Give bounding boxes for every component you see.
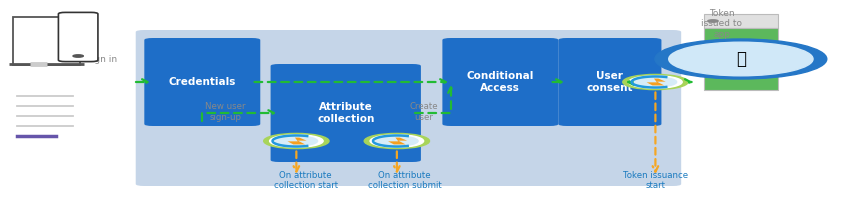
Text: On attribute
collection submit: On attribute collection submit	[368, 171, 442, 190]
Circle shape	[634, 77, 677, 87]
Circle shape	[275, 136, 318, 146]
Text: Attribute
collection: Attribute collection	[317, 102, 375, 124]
Text: Conditional
Access: Conditional Access	[466, 71, 534, 93]
Circle shape	[668, 42, 813, 76]
Circle shape	[655, 39, 826, 79]
Text: 🔑: 🔑	[736, 50, 746, 68]
FancyBboxPatch shape	[13, 17, 80, 65]
Circle shape	[629, 76, 682, 88]
Circle shape	[623, 74, 688, 90]
Circle shape	[364, 133, 430, 149]
Text: On attribute
collection start: On attribute collection start	[274, 171, 338, 190]
Text: Sign in: Sign in	[86, 55, 117, 64]
FancyBboxPatch shape	[704, 14, 778, 28]
FancyBboxPatch shape	[442, 38, 558, 126]
Circle shape	[270, 135, 323, 147]
FancyBboxPatch shape	[144, 38, 260, 126]
FancyBboxPatch shape	[58, 12, 98, 62]
Circle shape	[73, 55, 83, 57]
Text: User
consent: User consent	[587, 71, 633, 93]
FancyBboxPatch shape	[558, 38, 661, 126]
Circle shape	[375, 136, 418, 146]
Text: Credentials: Credentials	[168, 77, 236, 87]
Circle shape	[370, 135, 423, 147]
FancyBboxPatch shape	[704, 28, 778, 90]
Text: Token
issued to
app: Token issued to app	[701, 9, 742, 39]
FancyBboxPatch shape	[136, 30, 681, 186]
Text: Create
user: Create user	[409, 102, 438, 122]
Circle shape	[708, 20, 718, 22]
FancyBboxPatch shape	[271, 64, 421, 162]
Polygon shape	[647, 79, 666, 85]
Polygon shape	[388, 138, 407, 144]
Text: Token issuance
start: Token issuance start	[623, 171, 688, 190]
Circle shape	[264, 133, 329, 149]
Text: New user
sign-up: New user sign-up	[204, 102, 246, 122]
Polygon shape	[288, 138, 307, 144]
